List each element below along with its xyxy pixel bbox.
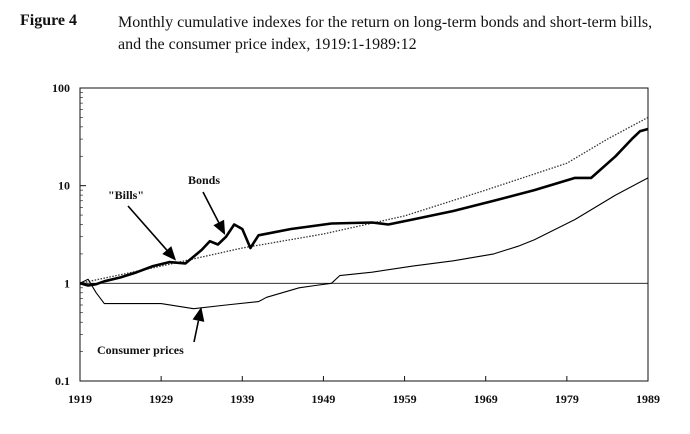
series-lines bbox=[79, 116, 649, 310]
annotation-label: Consumer prices bbox=[97, 343, 184, 357]
x-tick-label: 1959 bbox=[393, 392, 417, 406]
annotation-label: "Bills" bbox=[108, 188, 144, 202]
annotation-arrow-shaft bbox=[202, 191, 220, 223]
figure-label: Figure 4 bbox=[20, 12, 78, 29]
series-line-1 bbox=[79, 116, 649, 284]
x-tick-label: 1969 bbox=[474, 392, 498, 406]
x-tick-label: 1979 bbox=[555, 392, 579, 406]
axes: 100 10 1 0.1 1919 1929 1939 1949 1959 1969 1979 198… bbox=[52, 81, 660, 406]
figure-caption: Monthly cumulative indexes for the retur… bbox=[118, 14, 653, 53]
y-tick-label: 0.1 bbox=[55, 374, 70, 388]
annotation-arrow-head bbox=[213, 219, 226, 235]
plot-frame bbox=[79, 87, 649, 382]
series-line-2 bbox=[79, 127, 649, 287]
annotation-arrow-shaft bbox=[127, 205, 168, 251]
y-tick-label: 1 bbox=[64, 276, 70, 290]
x-tick-label: 1919 bbox=[68, 392, 92, 406]
y-tick-label: 100 bbox=[52, 81, 70, 95]
x-tick-label: 1939 bbox=[230, 392, 254, 406]
series-line-3 bbox=[79, 177, 649, 310]
annotation-arrow-shaft bbox=[193, 320, 200, 343]
x-tick-label: 1989 bbox=[636, 392, 660, 406]
annotation-label: Bonds bbox=[188, 173, 220, 187]
annotations: "Bills" Bonds Consumer prices bbox=[97, 173, 226, 357]
annotation-arrow-head bbox=[162, 246, 177, 261]
x-tick-label: 1949 bbox=[311, 392, 335, 406]
x-tick-label: 1929 bbox=[149, 392, 173, 406]
y-tick-label: 10 bbox=[58, 179, 70, 193]
annotation-arrow-head bbox=[192, 306, 205, 322]
